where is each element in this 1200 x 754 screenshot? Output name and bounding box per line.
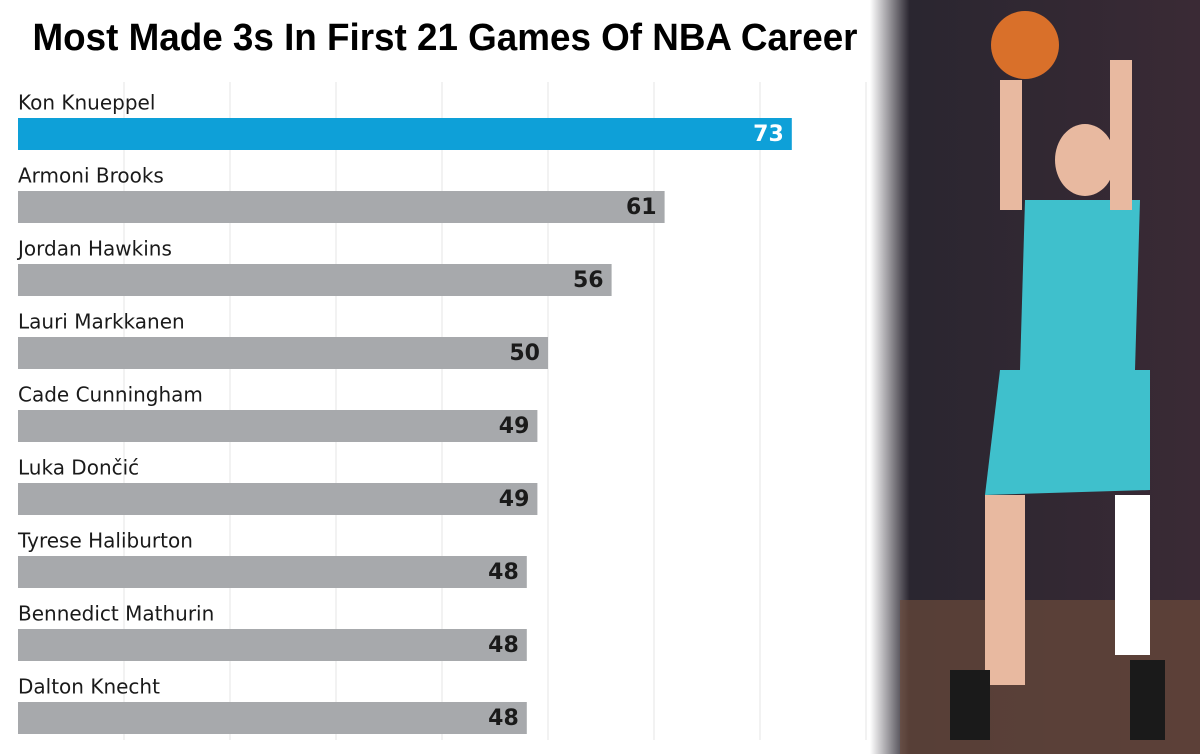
chart-title: Most Made 3s In First 21 Games Of NBA Ca… [33,17,858,59]
category-label: Jordan Hawkins [16,237,172,261]
value-label: 49 [499,414,530,439]
value-label: 50 [509,341,540,366]
category-label: Lauri Markkanen [18,310,185,334]
bar [18,702,527,734]
bar [18,337,548,369]
category-label: Kon Knueppel [18,91,155,115]
bar [18,264,612,296]
value-label: 56 [573,268,604,293]
bar [18,556,527,588]
value-label: 48 [488,633,519,658]
category-label: Armoni Brooks [18,164,164,188]
value-label: 48 [488,706,519,731]
category-label: Luka Dončić [18,456,139,480]
value-label: 49 [499,487,530,512]
category-label: Bennedict Mathurin [18,602,214,626]
bar [18,629,527,661]
value-label: 73 [753,122,784,147]
category-label: Cade Cunningham [18,383,203,407]
bar [18,118,792,150]
bar [18,410,538,442]
value-label: 61 [626,195,657,220]
category-label: Dalton Knecht [18,675,160,699]
bar [18,191,665,223]
bar [18,483,538,515]
category-label: Tyrese Haliburton [17,529,193,553]
player-photo [870,0,1200,754]
value-label: 48 [488,560,519,585]
